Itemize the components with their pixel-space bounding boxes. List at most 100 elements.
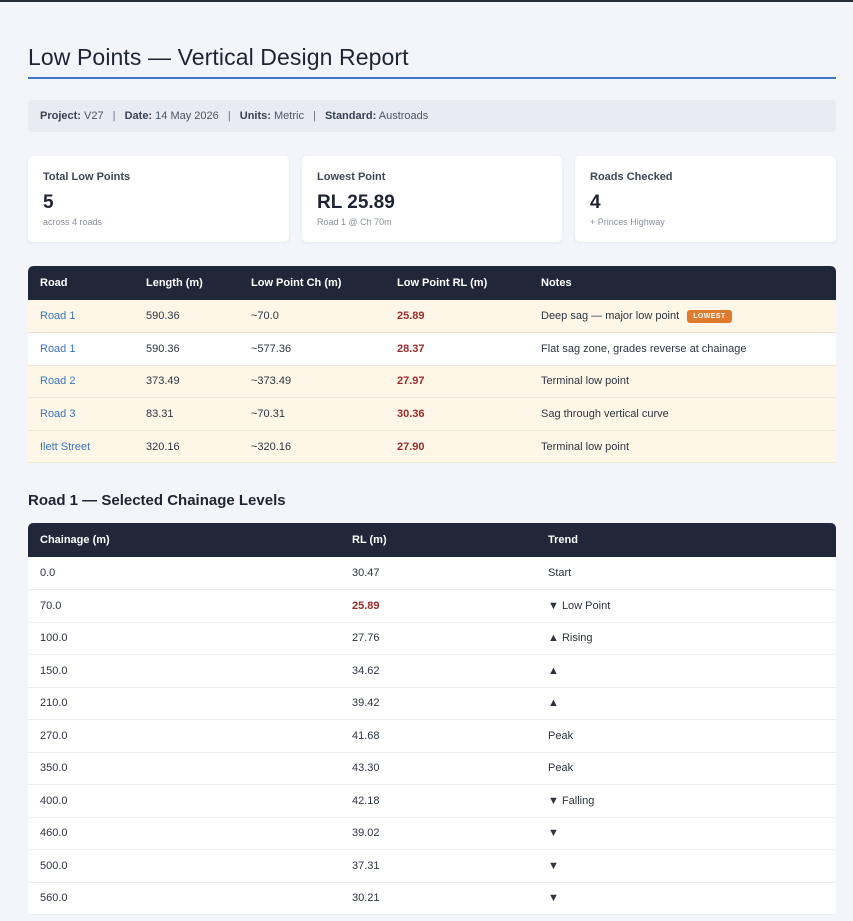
card-subtext: Road 1 @ Ch 70m bbox=[317, 217, 392, 227]
rl-cell: 27.97 bbox=[397, 375, 425, 388]
card-lowest-point: Lowest Point RL 25.89 Road 1 @ Ch 70m bbox=[302, 156, 562, 242]
notes-cell: Terminal low point bbox=[541, 440, 630, 453]
card-total-low-points: Total Low Points 5 across 4 roads bbox=[28, 156, 289, 242]
notes-cell: Flat sag zone, grades reverse at chainag… bbox=[541, 342, 747, 355]
table-row: Road 3 83.31 ~70.31 30.36 Sag through ve… bbox=[28, 397, 836, 431]
trend-cell: ▼ bbox=[548, 892, 559, 905]
trend-cell: ▼ bbox=[548, 827, 559, 840]
trend-cell: ▲ Rising bbox=[548, 632, 593, 645]
road-link[interactable]: Road 1 bbox=[40, 310, 76, 323]
column-header: Road bbox=[40, 277, 68, 289]
column-header: Notes bbox=[541, 277, 572, 289]
card-subtext: across 4 roads bbox=[43, 217, 103, 227]
trend-cell: ▲ bbox=[548, 664, 559, 677]
chainage-cell: 150.0 bbox=[40, 664, 68, 677]
rl-cell: 30.47 bbox=[352, 567, 380, 579]
notes-text: Deep sag — major low point bbox=[541, 309, 680, 322]
trend-cell: ▼ Low Point bbox=[548, 599, 611, 612]
column-header: Chainage (m) bbox=[40, 534, 110, 546]
road-link[interactable]: Road 3 bbox=[40, 408, 76, 421]
road-link[interactable]: Ilett Street bbox=[40, 440, 91, 453]
table-row: Road 2 373.49 ~373.49 27.97 Terminal low… bbox=[28, 365, 836, 398]
table-row: Road 1 590.36 ~577.36 28.37 Flat sag zon… bbox=[28, 332, 836, 366]
table-row: 70.0 25.89 ▼ Low Point bbox=[28, 589, 836, 622]
chainage-cell: ~577.36 bbox=[251, 342, 292, 355]
meta-value: V27 bbox=[84, 110, 104, 122]
trend-cell: Peak bbox=[548, 762, 574, 775]
meta-separator: | bbox=[227, 110, 231, 122]
rl-cell: 42.18 bbox=[352, 794, 380, 807]
rl-cell: 25.89 bbox=[397, 310, 425, 323]
meta-value: 14 May 2026 bbox=[155, 110, 219, 122]
chainage-cell: ~70.31 bbox=[251, 408, 285, 421]
table-row: 400.0 42.18 ▼ Falling bbox=[28, 784, 836, 817]
trend-cell: ▼ Falling bbox=[548, 794, 595, 807]
meta-separator: | bbox=[313, 110, 316, 122]
notes-cell: Sag through vertical curve bbox=[541, 408, 669, 421]
card-label: Total Low Points bbox=[43, 171, 131, 183]
rl-cell: 27.76 bbox=[352, 632, 380, 645]
table-row: Road 1 590.36 ~70.0 25.89 Deep sag — maj… bbox=[28, 300, 836, 333]
summary-cards: Total Low Points 5 across 4 roads Lowest… bbox=[28, 156, 836, 242]
meta-label: Standard: bbox=[324, 110, 377, 122]
rl-cell: 30.21 bbox=[352, 892, 380, 905]
rl-cell: 25.89 bbox=[352, 599, 380, 612]
column-header: RL (m) bbox=[352, 534, 387, 546]
chainage-cell: ~320.16 bbox=[251, 440, 292, 453]
chainage-cell: ~70.0 bbox=[251, 310, 279, 323]
length-cell: 373.49 bbox=[146, 375, 180, 388]
rl-cell: 39.42 bbox=[352, 697, 380, 710]
trend-cell: Start bbox=[548, 567, 572, 579]
chainage-cell: 210.0 bbox=[40, 697, 68, 710]
table-row: 210.0 39.42 ▲ bbox=[28, 687, 836, 720]
title-underline bbox=[28, 77, 836, 79]
rl-cell: 28.37 bbox=[397, 342, 425, 355]
low-points-table: Road Length (m) Low Point Ch (m) Low Poi… bbox=[28, 266, 836, 463]
chainage-levels-table: Chainage (m) RL (m) Trend 0.0 30.47 Start 7… bbox=[28, 523, 836, 915]
rl-cell: 27.90 bbox=[397, 440, 425, 453]
card-label: Lowest Point bbox=[317, 171, 386, 183]
table-header-row: Road Length (m) Low Point Ch (m) Low Poi… bbox=[28, 266, 836, 300]
card-value: RL 25.89 bbox=[317, 192, 395, 213]
table-row: 500.0 37.31 ▼ bbox=[28, 849, 836, 882]
chainage-cell: 560.0 bbox=[40, 892, 68, 905]
length-cell: 83.31 bbox=[146, 408, 174, 421]
rl-cell: 34.62 bbox=[352, 664, 380, 677]
column-header: Length (m) bbox=[146, 277, 203, 289]
notes-cell: Terminal low point bbox=[541, 375, 630, 388]
card-value: 5 bbox=[43, 192, 54, 213]
table-row: Ilett Street 320.16 ~320.16 27.90 Termin… bbox=[28, 430, 836, 463]
column-header: Trend bbox=[548, 534, 578, 546]
chainage-cell: 460.0 bbox=[40, 827, 68, 840]
table-row: 560.0 30.21 ▼ bbox=[28, 882, 836, 915]
road-link[interactable]: Road 1 bbox=[40, 342, 76, 355]
card-label: Roads Checked bbox=[590, 171, 673, 183]
rl-cell: 43.30 bbox=[352, 762, 380, 775]
chainage-table-body: 0.0 30.47 Start 70.0 25.89 ▼ Low Point 100.0 27… bbox=[28, 557, 836, 915]
top-border bbox=[0, 0, 853, 2]
card-roads-checked: Roads Checked 4 + Princes Highway bbox=[575, 156, 836, 242]
card-value: 4 bbox=[590, 192, 601, 213]
meta-label: Project: bbox=[40, 110, 81, 122]
card-subtext: + Princes Highway bbox=[590, 217, 665, 227]
chainage-cell: 70.0 bbox=[40, 599, 62, 612]
project-meta-bar: Project: V27 | Date: 14 May 2026 | Units… bbox=[28, 100, 836, 132]
chainage-cell: ~373.49 bbox=[251, 375, 292, 388]
chainage-cell: 350.0 bbox=[40, 762, 68, 775]
meta-label: Units: bbox=[239, 110, 271, 122]
road-link[interactable]: Road 2 bbox=[40, 375, 76, 388]
table-row: 100.0 27.76 ▲ Rising bbox=[28, 622, 836, 655]
rl-cell: 30.36 bbox=[397, 408, 425, 421]
trend-cell: Peak bbox=[548, 729, 574, 742]
table-header-row: Chainage (m) RL (m) Trend bbox=[28, 523, 836, 557]
table-row: 460.0 39.02 ▼ bbox=[28, 817, 836, 850]
chainage-cell: 100.0 bbox=[40, 632, 68, 645]
chainage-cell: 400.0 bbox=[40, 794, 68, 807]
lowest-badge: LOWEST bbox=[687, 309, 732, 323]
trend-cell: ▲ bbox=[548, 697, 559, 710]
section-title: Road 1 — Selected Chainage Levels bbox=[28, 492, 286, 509]
meta-value: Metric bbox=[274, 110, 304, 122]
length-cell: 590.36 bbox=[146, 342, 180, 355]
table-row: 270.0 41.68 Peak bbox=[28, 719, 836, 752]
column-header: Low Point RL (m) bbox=[397, 277, 488, 289]
